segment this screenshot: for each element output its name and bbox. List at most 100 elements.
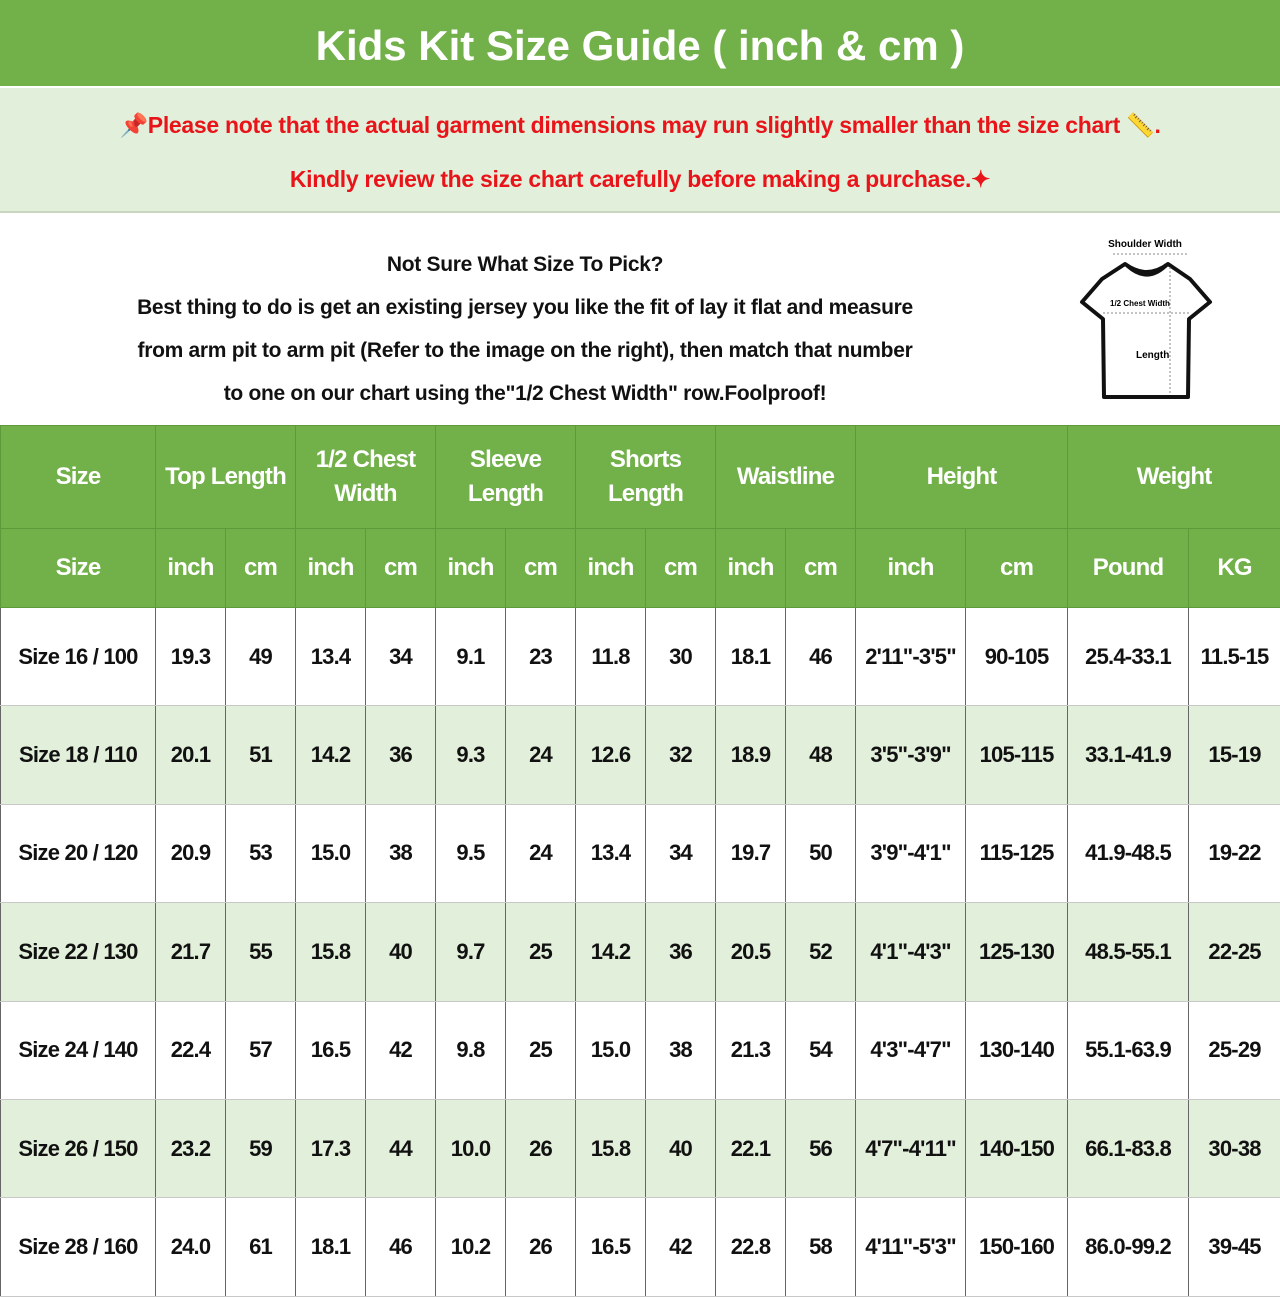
shoulder-width-label: Shoulder Width bbox=[1108, 239, 1182, 250]
value-cell-text: 105-115 bbox=[980, 742, 1054, 767]
value-cell-text: 53 bbox=[249, 840, 272, 865]
value-cell: 55 bbox=[226, 903, 296, 1001]
value-cell: 25 bbox=[506, 1001, 576, 1099]
value-cell-text: 57 bbox=[249, 1037, 272, 1062]
value-cell-text: 33.1-41.9 bbox=[1085, 742, 1171, 767]
size-cell: Size 28 / 160 bbox=[1, 1198, 156, 1296]
value-cell: 16.5 bbox=[576, 1198, 646, 1296]
size-cell-text: Size 24 / 140 bbox=[18, 1037, 137, 1062]
value-cell: 15.8 bbox=[576, 1099, 646, 1197]
value-cell-text: 140-150 bbox=[979, 1136, 1054, 1161]
value-cell: 105-115 bbox=[966, 706, 1068, 804]
value-cell: 22-25 bbox=[1189, 903, 1280, 1001]
value-cell: 48 bbox=[786, 706, 856, 804]
value-cell-text: 22.8 bbox=[731, 1234, 771, 1259]
value-cell: 10.0 bbox=[436, 1099, 506, 1197]
value-cell-text: 40 bbox=[669, 1136, 692, 1161]
value-cell: 32 bbox=[646, 706, 716, 804]
unit-header-text: cm bbox=[804, 554, 837, 581]
size-cell-text: Size 16 / 100 bbox=[18, 644, 137, 669]
size-cell: Size 16 / 100 bbox=[1, 608, 156, 706]
unit-header-text: inch bbox=[587, 554, 633, 581]
value-cell: 40 bbox=[646, 1099, 716, 1197]
unit-header: cm bbox=[646, 529, 716, 608]
value-cell: 20.9 bbox=[156, 804, 226, 902]
value-cell: 13.4 bbox=[576, 804, 646, 902]
value-cell-text: 13.4 bbox=[591, 840, 631, 865]
value-cell-text: 15.0 bbox=[591, 1037, 631, 1062]
value-cell: 39-45 bbox=[1189, 1198, 1280, 1296]
column-group-header-text: Shorts Length bbox=[608, 446, 683, 507]
value-cell-text: 18.1 bbox=[731, 644, 771, 669]
value-cell: 12.6 bbox=[576, 706, 646, 804]
unit-header: cm bbox=[966, 529, 1068, 608]
value-cell-text: 42 bbox=[669, 1234, 692, 1259]
value-cell-text: 20.9 bbox=[171, 840, 211, 865]
value-cell: 59 bbox=[226, 1099, 296, 1197]
value-cell: 66.1-83.8 bbox=[1068, 1099, 1189, 1197]
page-title: Kids Kit Size Guide ( inch & cm ) bbox=[0, 0, 1280, 88]
value-cell: 90-105 bbox=[966, 608, 1068, 706]
value-cell: 125-130 bbox=[966, 903, 1068, 1001]
value-cell-text: 18.9 bbox=[731, 742, 771, 767]
value-cell: 20.5 bbox=[716, 903, 786, 1001]
value-cell-text: 90-105 bbox=[985, 644, 1049, 669]
value-cell-text: 9.7 bbox=[456, 939, 484, 964]
unit-header-text: cm bbox=[244, 554, 277, 581]
value-cell-text: 11.5-15 bbox=[1201, 644, 1269, 669]
value-cell-text: 66.1-83.8 bbox=[1085, 1136, 1171, 1161]
value-cell-text: 58 bbox=[809, 1234, 832, 1259]
value-cell: 40 bbox=[366, 903, 436, 1001]
column-group-header-text: Height bbox=[927, 463, 997, 490]
value-cell-text: 32 bbox=[669, 742, 692, 767]
unit-header: inch bbox=[576, 529, 646, 608]
value-cell-text: 30 bbox=[669, 644, 692, 669]
value-cell: 61 bbox=[226, 1198, 296, 1296]
value-cell: 25 bbox=[506, 903, 576, 1001]
value-cell: 51 bbox=[226, 706, 296, 804]
value-cell: 15.8 bbox=[296, 903, 366, 1001]
value-cell: 14.2 bbox=[576, 903, 646, 1001]
value-cell-text: 48 bbox=[809, 742, 832, 767]
tshirt-diagram-icon: Shoulder Width 1/2 Chest Width Length bbox=[1070, 232, 1220, 407]
unit-header: cm bbox=[366, 529, 436, 608]
value-cell-text: 52 bbox=[809, 939, 832, 964]
value-cell-text: 26 bbox=[529, 1234, 552, 1259]
value-cell: 18.1 bbox=[716, 608, 786, 706]
unit-header: inch bbox=[856, 529, 966, 608]
unit-header: cm bbox=[226, 529, 296, 608]
value-cell: 9.1 bbox=[436, 608, 506, 706]
value-cell-text: 41.9-48.5 bbox=[1085, 840, 1171, 865]
value-cell-text: 19.3 bbox=[171, 644, 211, 669]
value-cell: 48.5-55.1 bbox=[1068, 903, 1189, 1001]
value-cell: 30-38 bbox=[1189, 1099, 1280, 1197]
unit-header-text: inch bbox=[447, 554, 493, 581]
value-cell: 115-125 bbox=[966, 804, 1068, 902]
value-cell-text: 25 bbox=[529, 1037, 552, 1062]
value-cell: 4'11"-5'3" bbox=[856, 1198, 966, 1296]
size-cell-text: Size 26 / 150 bbox=[18, 1136, 137, 1161]
value-cell-text: 61 bbox=[249, 1234, 272, 1259]
value-cell-text: 50 bbox=[809, 840, 832, 865]
value-cell-text: 130-140 bbox=[979, 1037, 1054, 1062]
value-cell: 4'7"-4'11" bbox=[856, 1099, 966, 1197]
value-cell-text: 17.3 bbox=[311, 1136, 351, 1161]
value-cell: 3'5"-3'9" bbox=[856, 706, 966, 804]
column-group-header-text: Weight bbox=[1137, 463, 1212, 490]
value-cell: 24.0 bbox=[156, 1198, 226, 1296]
value-cell: 10.2 bbox=[436, 1198, 506, 1296]
value-cell: 22.1 bbox=[716, 1099, 786, 1197]
value-cell: 11.5-15 bbox=[1189, 608, 1280, 706]
value-cell-text: 46 bbox=[809, 644, 832, 669]
value-cell: 42 bbox=[366, 1001, 436, 1099]
column-group-header-text: Size bbox=[56, 463, 101, 490]
value-cell-text: 19-22 bbox=[1208, 840, 1260, 865]
value-cell-text: 4'1"-4'3" bbox=[870, 939, 950, 964]
unit-header: inch bbox=[716, 529, 786, 608]
column-group-header: Sleeve Length bbox=[436, 426, 576, 529]
value-cell-text: 15.8 bbox=[591, 1136, 631, 1161]
pushpin-icon: 📌 bbox=[119, 112, 147, 138]
